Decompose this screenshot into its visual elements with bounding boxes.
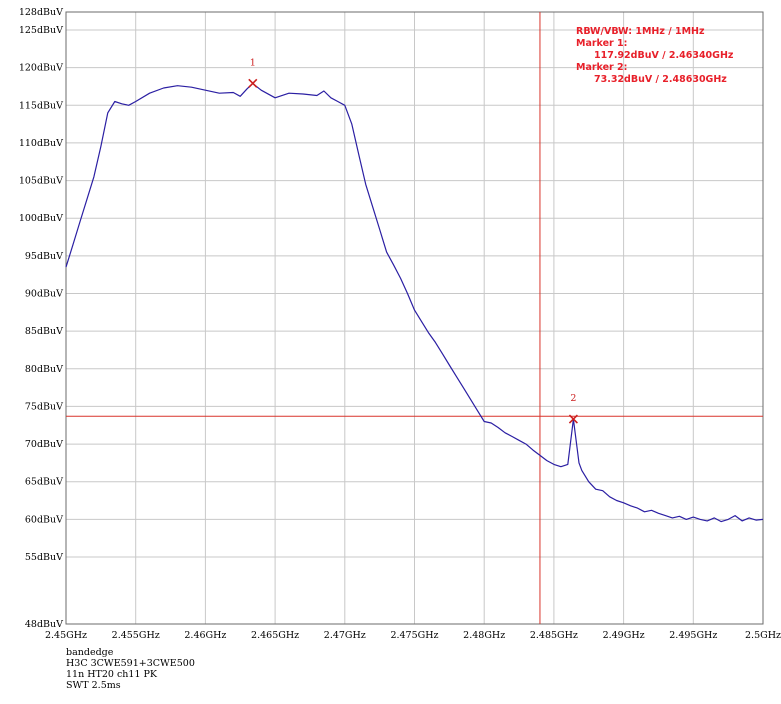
y-tick-label: 90dBuV <box>25 289 63 300</box>
marker-label: 2 <box>570 393 576 404</box>
note-line: H3C 3CWE591+3CWE500 <box>66 658 195 669</box>
y-tick-label: 105dBuV <box>19 176 63 187</box>
marker-info-line: 117.92dBuV / 2.46340GHz <box>594 50 734 61</box>
x-tick-label: 2.485GHz <box>530 630 578 640</box>
note-line: SWT 2.5ms <box>66 680 121 691</box>
note-line: bandedge <box>66 647 114 658</box>
y-tick-label: 60dBuV <box>25 514 63 525</box>
x-tick-label: 2.495GHz <box>669 630 717 640</box>
marker-label: 1 <box>250 57 256 68</box>
marker-info-line: RBW/VBW: 1MHz / 1MHz <box>576 26 705 37</box>
x-tick-label: 2.45GHz <box>45 630 87 640</box>
marker-info-line: 73.32dBuV / 2.48630GHz <box>594 74 727 85</box>
x-tick-label: 2.465GHz <box>251 630 299 640</box>
marker-info-line: Marker 2: <box>576 62 627 73</box>
spectrum-trace <box>65 82 764 523</box>
spectrum-chart: 48dBuV 55dBuV 60dBuV 65dBuV 70dBuV 75dBuV 80dB… <box>0 0 781 640</box>
x-tick-label: 2.475GHz <box>390 630 438 640</box>
y-tick-label: 55dBuV <box>25 552 63 563</box>
x-tick-label: 2.5GHz <box>745 630 781 640</box>
marker-cross <box>248 78 258 88</box>
y-tick-label: 85dBuV <box>25 326 63 337</box>
y-tick-label: 128dBuV <box>19 7 63 18</box>
y-tick-labels: 48dBuV 55dBuV 60dBuV 65dBuV 70dBuV 75dBuV 80dB… <box>19 7 63 630</box>
x-tick-label: 2.455GHz <box>112 630 160 640</box>
y-tick-label: 120dBuV <box>19 63 63 74</box>
y-tick-label: 125dBuV <box>19 25 63 36</box>
plot-background <box>0 0 781 640</box>
note-line: 11n HT20 ch11 PK <box>66 669 157 680</box>
x-tick-label: 2.47GHz <box>324 630 366 640</box>
y-tick-label: 110dBuV <box>19 138 63 149</box>
y-tick-label: 80dBuV <box>25 364 63 375</box>
x-tick-label: 2.48GHz <box>463 630 505 640</box>
y-tick-label: 115dBuV <box>19 100 63 111</box>
y-tick-label: 65dBuV <box>25 477 63 488</box>
marker: 1 <box>248 57 258 88</box>
trace-group <box>65 82 764 523</box>
y-tick-label: 100dBuV <box>19 213 63 224</box>
x-tick-labels: 2.45GHz 2.455GHz 2.46GHz 2.465GHz 2.47GHz 2.4… <box>45 630 781 640</box>
markers-group: 12 <box>248 57 578 424</box>
y-tick-label: 48dBuV <box>25 619 63 630</box>
marker: 2 <box>568 393 578 424</box>
y-tick-label: 75dBuV <box>25 401 63 412</box>
plot-frame <box>65 11 764 625</box>
y-tick-label: 70dBuV <box>25 439 63 450</box>
x-tick-label: 2.49GHz <box>603 630 645 640</box>
y-tick-label: 95dBuV <box>25 251 63 262</box>
marker-cross <box>568 414 578 424</box>
limit-line-group <box>66 12 763 624</box>
marker-info-line: Marker 1: <box>576 38 627 49</box>
x-tick-label: 2.46GHz <box>184 630 226 640</box>
measurement-notes: bandedge H3C 3CWE591+3CWE500 11n HT20 ch… <box>66 647 195 691</box>
